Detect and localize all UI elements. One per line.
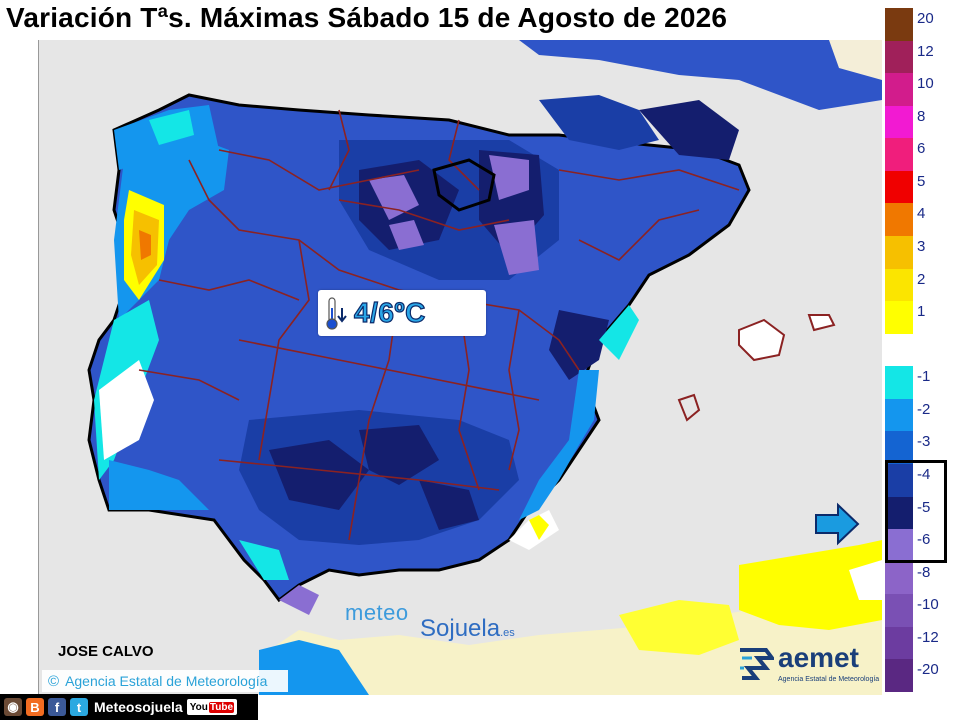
legend-label: 6 bbox=[917, 140, 926, 158]
legend-label: 4 bbox=[917, 205, 926, 223]
legend-swatch bbox=[885, 236, 913, 270]
instagram-icon[interactable]: ◉ bbox=[4, 698, 22, 716]
aemet-logo: aemet Agencia Estatal de Meteorología bbox=[738, 640, 880, 686]
legend-swatch bbox=[885, 203, 913, 237]
aemet-name: aemet bbox=[778, 642, 859, 673]
legend-label: -3 bbox=[917, 433, 931, 451]
aemet-subtitle: Agencia Estatal de Meteorología bbox=[778, 676, 880, 683]
youtube-icon[interactable]: You Tube bbox=[186, 699, 238, 715]
legend-swatch bbox=[885, 170, 913, 204]
legend-swatch bbox=[885, 301, 913, 335]
watermark-sojuela: Sojuela.es bbox=[420, 615, 515, 643]
twitter-icon[interactable]: t bbox=[70, 698, 88, 716]
legend-swatch bbox=[885, 659, 913, 693]
legend-swatch bbox=[885, 366, 913, 400]
legend-swatch bbox=[885, 431, 913, 465]
legend-label: -6 bbox=[917, 531, 931, 549]
legend-swatch bbox=[885, 626, 913, 660]
legend-label: -12 bbox=[917, 628, 939, 646]
legend-swatch bbox=[885, 8, 913, 42]
legend-swatch bbox=[885, 105, 913, 139]
facebook-icon[interactable]: f bbox=[48, 698, 66, 716]
legend-swatch bbox=[885, 73, 913, 107]
youtube-label: You bbox=[189, 701, 208, 713]
blogger-icon[interactable]: B bbox=[26, 698, 44, 716]
copyright-symbol: © bbox=[48, 672, 60, 690]
map-canvas bbox=[39, 40, 882, 695]
legend-label: 20 bbox=[917, 10, 934, 27]
legend-label: -20 bbox=[917, 661, 939, 679]
youtube-tube-label: Tube bbox=[208, 701, 235, 713]
legend-label: 8 bbox=[917, 107, 926, 125]
arrow-right-icon bbox=[814, 502, 862, 551]
legend-swatch bbox=[885, 268, 913, 302]
legend-swatch bbox=[885, 398, 913, 432]
legend-label: -8 bbox=[917, 563, 931, 581]
legend-swatch bbox=[885, 333, 913, 367]
map-title: Variación Tªs. Máximas Sábado 15 de Agos… bbox=[6, 2, 728, 33]
temperature-drop-value: 4/6ºC bbox=[353, 296, 426, 328]
author-name: JOSE CALVO bbox=[58, 643, 154, 660]
social-bar: ◉ B f t Meteosojuela You Tube bbox=[0, 694, 258, 720]
legend-label: 10 bbox=[917, 75, 934, 93]
legend-label: -10 bbox=[917, 596, 939, 614]
legend-label: -4 bbox=[917, 466, 931, 483]
copyright-notice: © Agencia Estatal de Meteorología bbox=[42, 670, 288, 692]
watermark-sojuela-text: Sojuela bbox=[420, 615, 501, 642]
aemet-emblem-icon bbox=[740, 648, 774, 680]
legend-swatch bbox=[885, 40, 913, 74]
social-handle[interactable]: Meteosojuela bbox=[94, 699, 183, 715]
copyright-text: Agencia Estatal de Meteorología bbox=[65, 673, 268, 689]
legend-label: 5 bbox=[917, 172, 926, 190]
temperature-drop-badge: 4/6ºC bbox=[318, 290, 486, 336]
legend-swatch bbox=[885, 496, 913, 530]
legend-label: 3 bbox=[917, 238, 926, 255]
legend-label: -2 bbox=[917, 400, 931, 418]
legend-label: 12 bbox=[917, 42, 934, 60]
legend-swatch bbox=[885, 561, 913, 595]
legend-swatch bbox=[885, 138, 913, 172]
legend-label: 2 bbox=[917, 270, 926, 288]
watermark-suffix: .es bbox=[500, 627, 515, 639]
color-legend: 20 12 10 8 6 5 4 3 2 1 -1 -2 -3 -4 -5 -6 -8 -10 -12 -20 bbox=[885, 8, 939, 693]
thermometer-down-icon bbox=[318, 290, 354, 336]
legend-highlight-box bbox=[885, 460, 947, 563]
legend-label: -1 bbox=[917, 368, 931, 386]
legend-label: 1 bbox=[917, 303, 926, 321]
temperature-map bbox=[38, 40, 882, 695]
legend-swatch bbox=[885, 529, 913, 563]
legend-swatch bbox=[885, 594, 913, 628]
legend-label: -5 bbox=[917, 498, 931, 516]
legend-swatch bbox=[885, 464, 913, 498]
watermark-meteo: meteo bbox=[345, 600, 409, 625]
